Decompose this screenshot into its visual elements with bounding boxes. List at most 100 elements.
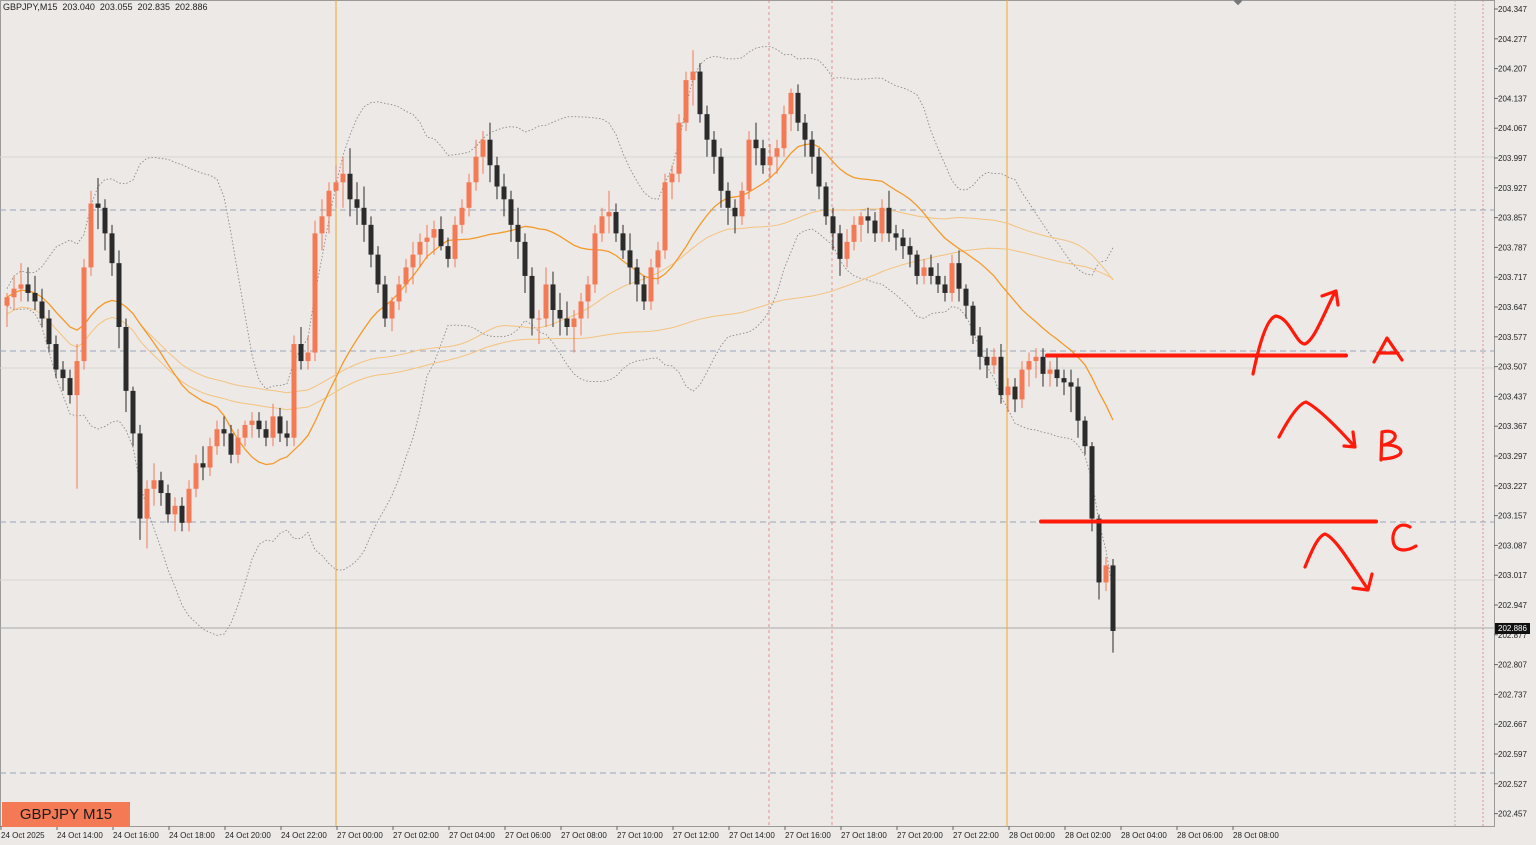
candle-bear [711, 139, 717, 157]
candle-bull [396, 284, 402, 302]
candle-bear [620, 233, 626, 251]
candle-bear [753, 139, 759, 149]
candle-bull [536, 318, 542, 320]
y-tick-label: 203.367 [1498, 422, 1527, 431]
candle-bull [746, 139, 752, 191]
y-tick-label: 203.857 [1498, 214, 1527, 223]
y-tick-label: 204.347 [1498, 5, 1527, 14]
candle-bull [431, 229, 437, 238]
candle-bull [4, 297, 10, 306]
candle-bear [529, 275, 535, 319]
candle-bear [298, 344, 304, 362]
candle-bear [998, 356, 1004, 396]
candle-bull [858, 216, 864, 225]
candle-bear [970, 305, 976, 336]
candle-bear [732, 207, 738, 217]
candle-bear [697, 71, 703, 115]
candle-bull [690, 71, 696, 81]
candle-bull [305, 352, 311, 362]
candle-bear [802, 122, 808, 140]
candle-bear [823, 186, 829, 217]
y-tick-label: 202.737 [1498, 690, 1527, 699]
candle-bull [291, 344, 297, 438]
x-tick-label: 27 Oct 00:00 [337, 831, 383, 840]
candle-bear [837, 233, 843, 259]
candle-bull [144, 488, 150, 519]
candle-bull [11, 288, 17, 298]
candle-bull [592, 233, 598, 285]
candle-bull [235, 437, 241, 455]
x-tick-label: 28 Oct 04:00 [1121, 831, 1167, 840]
x-tick-label: 28 Oct 00:00 [1009, 831, 1055, 840]
x-tick-label: 27 Oct 22:00 [953, 831, 999, 840]
candle-bull [1019, 369, 1025, 400]
y-tick-label: 204.207 [1498, 65, 1527, 74]
y-tick-label: 202.597 [1498, 750, 1527, 759]
candle-bear [158, 480, 164, 494]
x-tick-label: 24 Oct 14:00 [57, 831, 103, 840]
candle-bear [564, 318, 570, 328]
y-tick-label: 202.527 [1498, 780, 1527, 789]
candle-bear [67, 378, 73, 396]
candle-bear [795, 92, 801, 123]
candle-bear [816, 156, 822, 187]
candle-bull [480, 139, 486, 157]
candle-bull [417, 241, 423, 255]
y-tick-label: 203.297 [1498, 452, 1527, 461]
candle-bear [1061, 378, 1067, 383]
candle-bear [865, 216, 871, 221]
candle-bear [550, 284, 556, 310]
candle-bear [221, 429, 227, 434]
candle-bear [1054, 369, 1060, 379]
candle-bull [543, 284, 549, 319]
x-tick-label: 24 Oct 22:00 [281, 831, 327, 840]
candle-bull [389, 301, 395, 319]
candle-bear [46, 318, 52, 345]
candle-bear [1082, 420, 1088, 447]
y-tick-label: 202.947 [1498, 601, 1527, 610]
candle-bull [676, 122, 682, 174]
moving-average-slow-line [6, 247, 1114, 411]
x-tick-label: 28 Oct 08:00 [1233, 831, 1279, 840]
candle-bear [123, 327, 129, 391]
candle-bull [410, 254, 416, 268]
candle-bear [634, 267, 640, 285]
candle-bull [207, 446, 213, 468]
y-tick-label: 202.457 [1498, 810, 1527, 819]
candle-bull [88, 203, 94, 268]
candle-bear [928, 267, 934, 276]
y-tick-label: 203.647 [1498, 303, 1527, 312]
candle-bear [95, 203, 101, 208]
y-tick-label: 202.807 [1498, 661, 1527, 670]
candle-bull [1005, 386, 1011, 396]
candle-bear [445, 246, 451, 259]
x-tick-label: 27 Oct 04:00 [449, 831, 495, 840]
candle-bear [1089, 446, 1095, 519]
candle-bear [109, 233, 115, 264]
y-tick-label: 204.277 [1498, 35, 1527, 44]
current-price-tag: 202.886 [1495, 623, 1530, 634]
candle-bear [32, 292, 38, 302]
x-tick-label: 24 Oct 20:00 [225, 831, 271, 840]
candle-bear [60, 369, 66, 379]
symbol-tag: GBPJPY M15 [2, 802, 130, 827]
bollinger-lower-band [6, 228, 1114, 636]
x-tick-label: 27 Oct 10:00 [617, 831, 663, 840]
candle-bear [942, 284, 948, 293]
candle-bear [494, 165, 500, 187]
y-tick-label: 203.227 [1498, 482, 1527, 491]
candle-bull [571, 318, 577, 328]
candle-bear [354, 199, 360, 208]
candle-bull [683, 80, 689, 123]
y-tick-label: 203.157 [1498, 512, 1527, 521]
candle-bear [956, 263, 962, 289]
scenario-b-arrow [1277, 400, 1357, 449]
candle-bull [312, 233, 318, 353]
x-tick-label: 27 Oct 02:00 [393, 831, 439, 840]
candle-bear [809, 139, 815, 157]
ohlc-low: 202.835 [137, 2, 171, 12]
x-tick-label: 27 Oct 14:00 [729, 831, 775, 840]
candle-bull [403, 267, 409, 285]
